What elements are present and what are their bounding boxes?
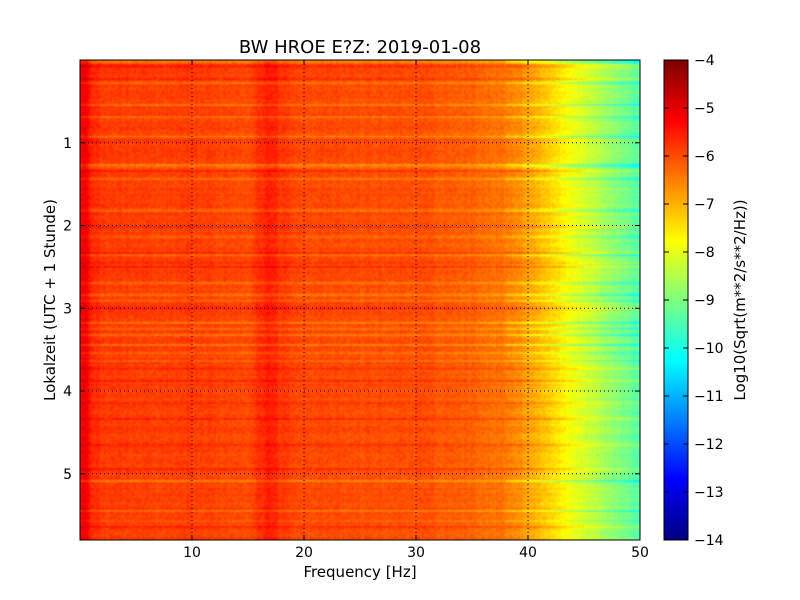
y-axis-label: Lokalzeit (UTC + 1 Stunde) <box>41 199 59 401</box>
y-tick-label: 4 <box>63 384 72 400</box>
colorbar-tick-label: −10 <box>694 341 724 357</box>
x-tick-label: 20 <box>295 545 313 561</box>
colorbar-tick-label: −14 <box>694 533 724 549</box>
colorbar-tick-label: −6 <box>694 149 715 165</box>
y-tick-label: 5 <box>63 467 72 483</box>
x-tick-label: 50 <box>631 545 649 561</box>
x-axis-ticks: 10 20 30 40 50 <box>183 60 649 561</box>
x-tick-label: 10 <box>183 545 201 561</box>
x-axis-label: Frequency [Hz] <box>303 563 416 581</box>
y-tick-label: 1 <box>63 136 72 152</box>
colorbar: −4 −5 −6 −7 −8 −9 −10 −11 −12 −13 −14 Log10(Sqrt(m… <box>663 53 749 549</box>
colorbar-tick-label: −8 <box>694 245 715 261</box>
heatmap-area <box>80 60 640 540</box>
plot-frame <box>79 59 641 541</box>
colorbar-label: Log10(Sqrt(m**2/s**2/Hz)) <box>731 199 749 400</box>
y-tick-label: 2 <box>63 219 72 235</box>
x-tick-label: 30 <box>407 545 425 561</box>
y-axis-ticks: 1 2 3 4 5 <box>63 136 640 483</box>
chart-title: BW HROE E?Z: 2019-01-08 <box>239 37 481 58</box>
y-tick-label: 3 <box>63 301 72 317</box>
colorbar-tick-label: −7 <box>694 197 715 213</box>
colorbar-tick-label: −12 <box>694 437 724 453</box>
colorbar-tick-label: −11 <box>694 389 724 405</box>
heatmap-image <box>80 60 640 540</box>
colorbar-tick-label: −13 <box>694 485 724 501</box>
grid-lines <box>80 60 640 540</box>
colorbar-ticks: −4 −5 −6 −7 −8 −9 −10 −11 −12 −13 −14 <box>664 53 724 549</box>
x-tick-label: 40 <box>519 545 537 561</box>
colorbar-tick-label: −9 <box>694 293 715 309</box>
colorbar-tick-label: −5 <box>694 101 715 117</box>
colorbar-tick-label: −4 <box>694 53 715 69</box>
